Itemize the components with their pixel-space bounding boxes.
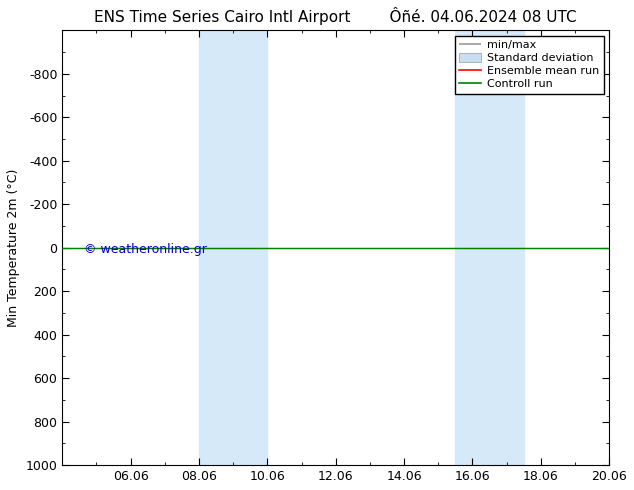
Y-axis label: Min Temperature 2m (°C): Min Temperature 2m (°C) (7, 169, 20, 327)
Legend: min/max, Standard deviation, Ensemble mean run, Controll run: min/max, Standard deviation, Ensemble me… (455, 36, 604, 94)
Bar (455, 30, 524, 465)
Title: ENS Time Series Cairo Intl Airport        Ôñé. 04.06.2024 08 UTC: ENS Time Series Cairo Intl Airport Ôñé. … (94, 7, 577, 25)
Bar (199, 30, 268, 465)
Text: © weatheronline.gr: © weatheronline.gr (84, 244, 207, 256)
